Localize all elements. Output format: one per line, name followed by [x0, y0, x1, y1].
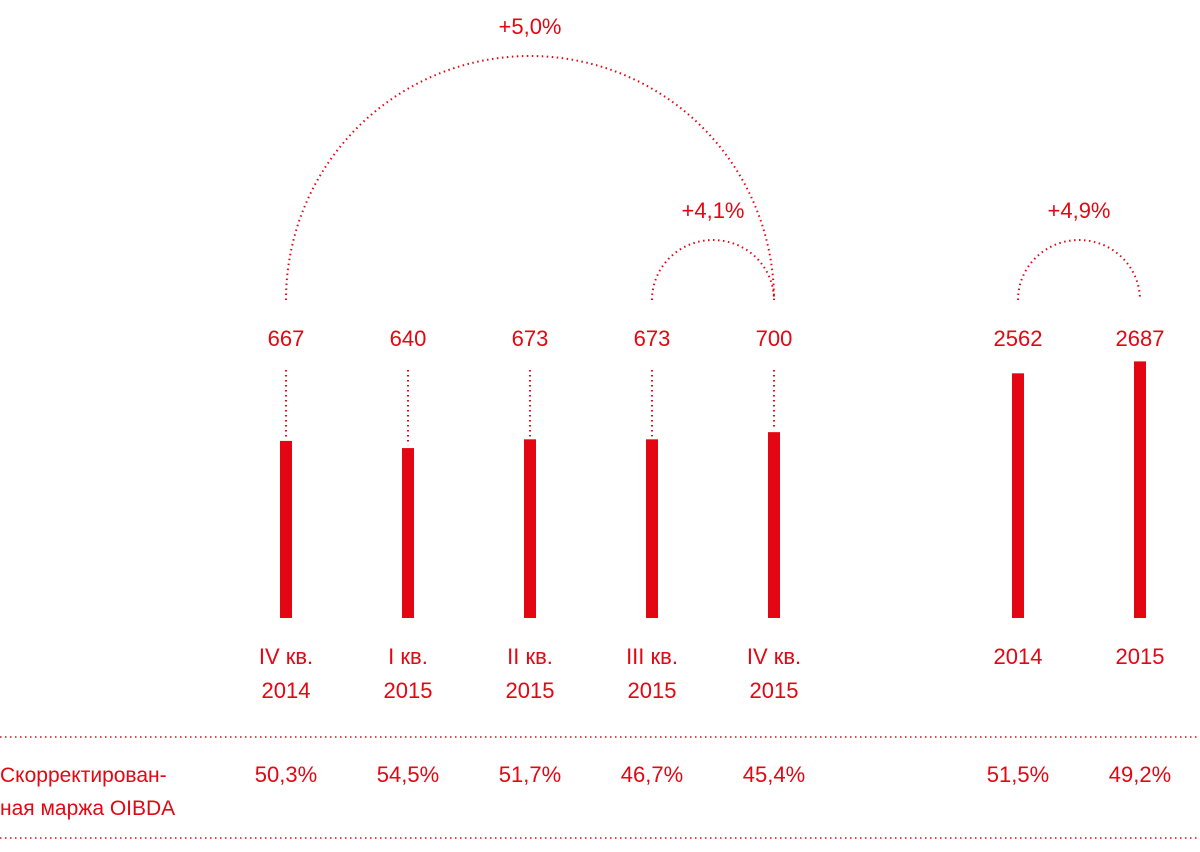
category-label-0-2-line1: II кв. — [507, 644, 553, 669]
growth-arcs — [285, 55, 1141, 301]
value-label-1-1: 2687 — [1116, 326, 1165, 351]
value-label-0-1: 640 — [390, 326, 427, 351]
growth-arc-0-0 — [285, 55, 775, 301]
bar-0-2 — [524, 439, 536, 618]
category-label-0-0-line1: IV кв. — [259, 644, 313, 669]
category-label-0-0-line2: 2014 — [262, 678, 311, 703]
bar-0-3 — [646, 439, 658, 618]
growth-label-0-1: +4,1% — [682, 198, 745, 223]
category-label-0-4-line2: 2015 — [750, 678, 799, 703]
growth-label-1-0: +4,9% — [1048, 198, 1111, 223]
value-label-0-0: 667 — [268, 326, 305, 351]
growth-arc-1-0 — [1017, 239, 1141, 301]
growth-arc-0-1 — [651, 239, 775, 301]
bar-1-1 — [1134, 361, 1146, 618]
category-label-1-0: 2014 — [994, 644, 1043, 669]
growth-label-0-0: +5,0% — [499, 14, 562, 39]
margin-value-0-3: 46,7% — [621, 762, 683, 787]
bar-0-1 — [402, 448, 414, 618]
value-label-0-4: 700 — [756, 326, 793, 351]
margin-value-0-4: 45,4% — [743, 762, 805, 787]
category-label-0-2-line2: 2015 — [506, 678, 555, 703]
value-label-0-2: 673 — [512, 326, 549, 351]
margin-value-0-1: 54,5% — [377, 762, 439, 787]
value-label-1-0: 2562 — [994, 326, 1043, 351]
bar-0-0 — [280, 440, 292, 618]
margin-row-label-line2: ная маржа OIBDA — [0, 797, 175, 820]
value-label-0-3: 673 — [634, 326, 671, 351]
labels-group: 667 IV кв. 2014 50,3% 640 I кв. 2015 54,5% 673 II… — [255, 14, 1171, 787]
bar-1-0 — [1012, 373, 1024, 618]
margin-value-1-0: 51,5% — [987, 762, 1049, 787]
category-label-0-1-line2: 2015 — [384, 678, 433, 703]
category-label-0-4-line1: IV кв. — [747, 644, 801, 669]
category-label-0-1-line1: I кв. — [388, 644, 428, 669]
bar-0-4 — [768, 432, 780, 618]
margin-row-label-line1: Скорректирован- — [0, 764, 167, 787]
margin-value-0-2: 51,7% — [499, 762, 561, 787]
category-label-0-3-line1: III кв. — [626, 644, 678, 669]
category-label-1-1: 2015 — [1116, 644, 1165, 669]
bars-group — [280, 361, 1146, 618]
category-label-0-3-line2: 2015 — [628, 678, 677, 703]
margin-value-0-0: 50,3% — [255, 762, 317, 787]
margin-value-1-1: 49,2% — [1109, 762, 1171, 787]
